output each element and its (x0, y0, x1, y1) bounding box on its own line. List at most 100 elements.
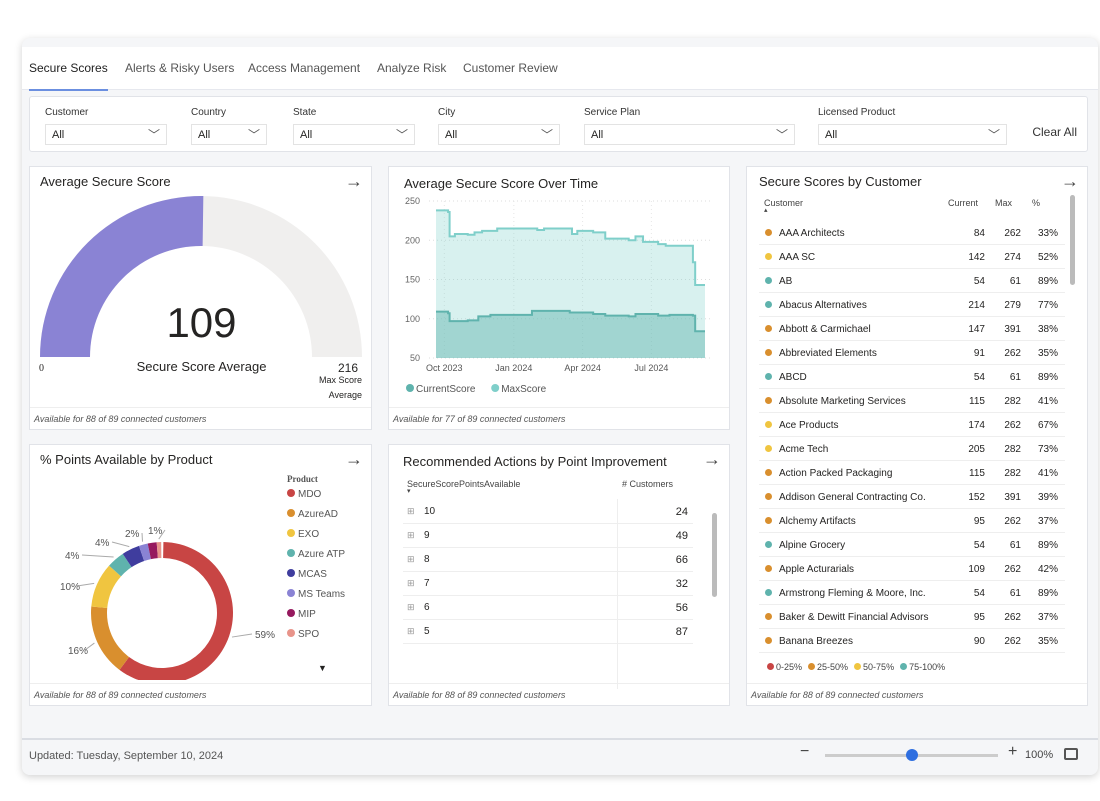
current-score: 205 (968, 444, 985, 455)
leader-line (82, 555, 114, 557)
status-dot (765, 229, 772, 236)
tab-access-management[interactable]: Access Management (248, 61, 360, 75)
table-row[interactable]: ⊞949 (403, 524, 693, 548)
expand-icon[interactable]: ⊞ (407, 554, 415, 565)
slice-label: 10% (60, 582, 80, 593)
table-row[interactable]: Addison General Contracting Co.15239139% (759, 485, 1065, 509)
legend-marker (767, 663, 774, 670)
service-plan-dropdown[interactable]: All ﹀ (584, 124, 795, 145)
filter-state: StateAll﹀ (293, 107, 415, 145)
legend-item[interactable]: MCAS (287, 569, 327, 580)
points-value: 9 (424, 530, 430, 541)
licensed-product-dropdown[interactable]: All﹀ (818, 124, 1007, 145)
points-by-product-card: % Points Available by Product → 59%16%10… (29, 444, 372, 706)
slice-label: 2% (125, 529, 140, 540)
table-row[interactable]: Acme Tech20528273% (759, 437, 1065, 461)
table-row[interactable]: Action Packed Packaging11528241% (759, 461, 1065, 485)
legend-scroll-down-icon[interactable]: ▼ (318, 663, 327, 673)
tab-alerts-risky-users[interactable]: Alerts & Risky Users (125, 61, 234, 75)
column-header-customer[interactable]: Customer (764, 198, 803, 208)
scrollbar[interactable] (712, 513, 717, 597)
table-row[interactable]: AAA Architects8426233% (759, 221, 1065, 245)
recommended-actions-card: Recommended Actions by Point Improvement… (388, 444, 730, 706)
scrollbar[interactable] (1070, 195, 1075, 285)
table-row[interactable]: Armstrong Fleming & Moore, Inc.546189% (759, 581, 1065, 605)
table-row[interactable]: ⊞656 (403, 596, 693, 620)
table-row[interactable]: ABCD546189% (759, 365, 1065, 389)
column-header-current[interactable]: Current (948, 198, 978, 208)
column-header-points[interactable]: SecureScorePointsAvailable (407, 479, 520, 489)
zoom-in-button[interactable]: + (1008, 743, 1017, 761)
customer-count: 32 (676, 578, 688, 590)
table-row[interactable]: Abbott & Carmichael14739138% (759, 317, 1065, 341)
customer-name: Absolute Marketing Services (779, 396, 906, 407)
current-score: 95 (974, 612, 985, 623)
table-row[interactable]: Banana Breezes9026235% (759, 629, 1065, 653)
status-dot (765, 277, 772, 284)
customer-name: Armstrong Fleming & Moore, Inc. (779, 588, 926, 599)
clear-all-button[interactable]: Clear All (1032, 125, 1077, 139)
expand-icon[interactable]: ⊞ (407, 530, 415, 541)
arrow-right-icon[interactable]: → (703, 449, 721, 470)
zoom-slider-handle[interactable] (906, 749, 918, 761)
expand-icon[interactable]: ⊞ (407, 506, 415, 517)
table-row[interactable]: ⊞587 (403, 620, 693, 644)
arrow-right-icon[interactable]: → (1061, 171, 1079, 192)
area-chart: 50100150200250Oct 2023Jan 2024Apr 2024Ju… (389, 167, 731, 407)
legend-item[interactable]: SPO (287, 629, 319, 640)
table-row[interactable]: ⊞1024 (403, 500, 693, 524)
donut-slice-azuread (91, 606, 129, 669)
column-header-max[interactable]: Max (995, 198, 1012, 208)
expand-icon[interactable]: ⊞ (407, 578, 415, 589)
score-percent: 67% (1038, 420, 1058, 431)
customer-name: Banana Breezes (779, 636, 853, 647)
table-row[interactable]: Apple Acturarials10926242% (759, 557, 1065, 581)
customer-name: Addison General Contracting Co. (779, 492, 926, 503)
max-score: 262 (1004, 612, 1021, 623)
legend-marker (900, 663, 907, 670)
customer-dropdown[interactable]: All﹀ (45, 124, 167, 145)
column-header-pct[interactable]: % (1032, 198, 1040, 208)
table-row[interactable]: ⊞866 (403, 548, 693, 572)
fit-to-page-icon[interactable] (1064, 748, 1078, 760)
sort-ascending-icon: ▴ (764, 206, 768, 214)
zoom-out-button[interactable]: − (800, 743, 809, 761)
table-row[interactable]: Alpine Grocery546189% (759, 533, 1065, 557)
dropdown-value: All (445, 129, 457, 141)
legend-item[interactable]: MIP (287, 609, 316, 620)
current-score: 90 (974, 636, 985, 647)
legend-label: 50-75% (863, 662, 894, 672)
table-row[interactable]: AAA SC14227452% (759, 245, 1065, 269)
expand-icon[interactable]: ⊞ (407, 626, 415, 637)
chevron-down-icon: ﹀ (776, 126, 788, 143)
dropdown-value: All (591, 129, 603, 141)
filter-panel: CustomerAll﹀ CountryAll﹀ StateAll﹀ CityA… (29, 96, 1088, 152)
table-row[interactable]: AB546189% (759, 269, 1065, 293)
table-row[interactable]: Baker & Dewitt Financial Advisors9526237… (759, 605, 1065, 629)
city-dropdown[interactable]: All﹀ (438, 124, 560, 145)
legend-item[interactable]: Azure ATP (287, 549, 345, 560)
table-row[interactable]: Absolute Marketing Services11528241% (759, 389, 1065, 413)
legend-item[interactable]: MS Teams (287, 589, 345, 600)
table-row[interactable]: Ace Products17426267% (759, 413, 1065, 437)
column-header-customers[interactable]: # Customers (622, 479, 673, 489)
table-row[interactable]: ⊞732 (403, 572, 693, 596)
table-row[interactable]: Abacus Alternatives21427977% (759, 293, 1065, 317)
tab-analyze-risk[interactable]: Analyze Risk (377, 61, 446, 75)
legend-item[interactable]: EXO (287, 529, 319, 540)
arrow-right-icon[interactable]: → (345, 449, 363, 470)
score-percent: 42% (1038, 564, 1058, 575)
country-dropdown[interactable]: All﹀ (191, 124, 267, 145)
score-percent: 38% (1038, 324, 1058, 335)
max-score: 282 (1004, 396, 1021, 407)
customer-name: ABCD (779, 372, 807, 383)
state-dropdown[interactable]: All﹀ (293, 124, 415, 145)
table-row[interactable]: Alchemy Artifacts9526237% (759, 509, 1065, 533)
expand-icon[interactable]: ⊞ (407, 602, 415, 613)
tab-secure-scores[interactable]: Secure Scores (29, 61, 108, 75)
legend-item[interactable]: AzureAD (287, 509, 338, 520)
status-dot (765, 421, 772, 428)
tab-customer-review[interactable]: Customer Review (463, 61, 558, 75)
legend-item[interactable]: MDO (287, 489, 321, 500)
table-row[interactable]: Abbreviated Elements9126235% (759, 341, 1065, 365)
